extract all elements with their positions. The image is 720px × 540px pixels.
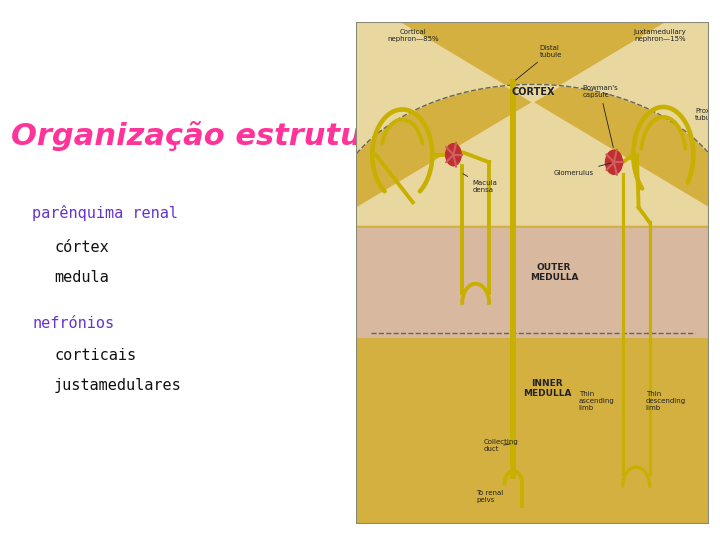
Text: To renal
pelvs: To renal pelvs xyxy=(477,490,503,503)
Text: Thin
ascending
limb: Thin ascending limb xyxy=(579,391,614,411)
Polygon shape xyxy=(328,0,720,225)
Text: corticais: corticais xyxy=(54,348,136,363)
Text: Distal
tubule: Distal tubule xyxy=(516,45,562,80)
Text: OUTER
MEDULLA: OUTER MEDULLA xyxy=(530,263,578,282)
Text: nefrónios: nefrónios xyxy=(32,316,114,331)
Text: Thin
descending
limb: Thin descending limb xyxy=(646,391,686,411)
Text: Proximal
tubule: Proximal tubule xyxy=(695,108,720,121)
Text: córtex: córtex xyxy=(54,240,109,255)
Text: parênquima renal: parênquima renal xyxy=(32,205,179,221)
Text: Macula
densa: Macula densa xyxy=(463,174,498,193)
Circle shape xyxy=(446,144,462,166)
Text: Cortical
nephron—85%: Cortical nephron—85% xyxy=(387,29,438,42)
Text: justamedulares: justamedulares xyxy=(54,378,181,393)
Text: CORTEX: CORTEX xyxy=(511,87,554,97)
Text: Collecting
duct: Collecting duct xyxy=(483,439,518,452)
Text: INNER
MEDULLA: INNER MEDULLA xyxy=(523,379,571,398)
Text: Organização estrutural: Organização estrutural xyxy=(11,121,408,151)
Text: Bowman's
capsule: Bowman's capsule xyxy=(582,85,618,147)
Text: Juxtamedullary
nephron—15%: Juxtamedullary nephron—15% xyxy=(634,29,686,42)
Bar xyxy=(356,227,709,338)
Text: Glomerulus: Glomerulus xyxy=(554,163,611,176)
Circle shape xyxy=(606,150,622,174)
Text: medula: medula xyxy=(54,270,109,285)
